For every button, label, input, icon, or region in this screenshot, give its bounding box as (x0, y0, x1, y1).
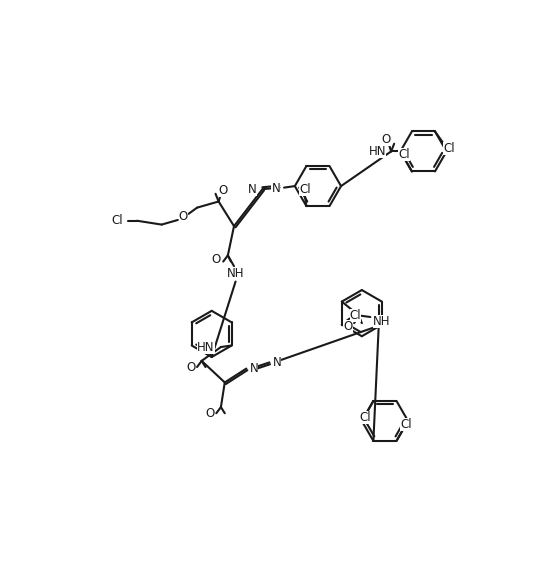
Text: N: N (273, 356, 281, 369)
Text: N: N (272, 182, 280, 195)
Text: Cl: Cl (443, 142, 454, 155)
Text: Cl: Cl (350, 309, 362, 322)
Text: O: O (179, 211, 188, 224)
Text: O: O (382, 133, 391, 146)
Text: HN: HN (369, 145, 387, 158)
Text: O: O (343, 320, 352, 333)
Text: Cl: Cl (360, 411, 371, 424)
Text: Cl: Cl (400, 418, 412, 431)
Text: Cl: Cl (399, 148, 410, 161)
Text: O: O (211, 253, 220, 266)
Text: HN: HN (197, 340, 214, 353)
Text: NH: NH (372, 315, 390, 328)
Text: O: O (205, 407, 214, 420)
Text: Cl: Cl (299, 183, 311, 196)
Text: O: O (219, 184, 228, 197)
Text: NH: NH (227, 267, 244, 281)
Text: Cl: Cl (111, 215, 123, 227)
Text: N: N (248, 183, 257, 196)
Text: O: O (186, 361, 195, 373)
Text: N: N (249, 362, 258, 375)
